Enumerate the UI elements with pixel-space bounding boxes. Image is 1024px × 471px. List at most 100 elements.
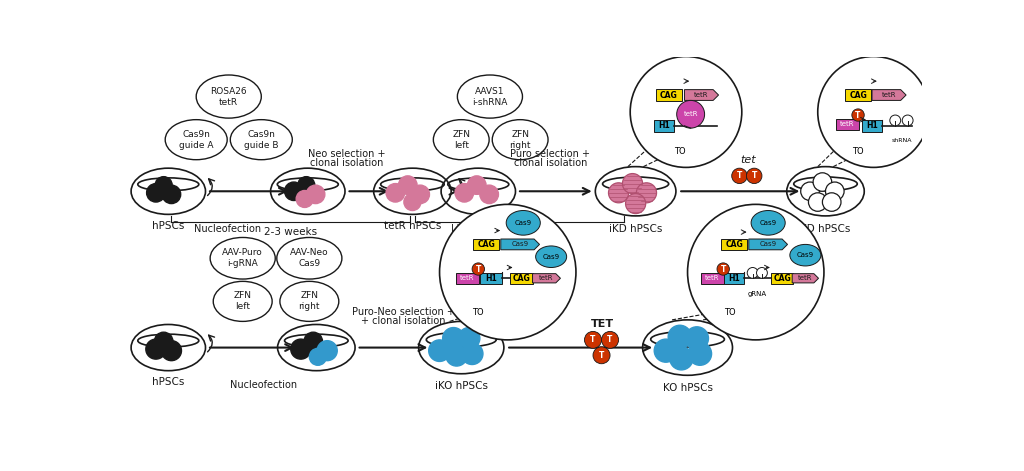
Text: hPSCs: hPSCs bbox=[153, 220, 184, 230]
Circle shape bbox=[467, 176, 486, 195]
Circle shape bbox=[890, 115, 901, 126]
Text: H1: H1 bbox=[866, 122, 878, 130]
FancyBboxPatch shape bbox=[724, 273, 744, 284]
Ellipse shape bbox=[790, 244, 821, 266]
Circle shape bbox=[309, 349, 327, 365]
Circle shape bbox=[593, 347, 610, 364]
Circle shape bbox=[623, 173, 643, 194]
Text: tetR: tetR bbox=[683, 111, 698, 117]
Polygon shape bbox=[872, 89, 906, 100]
Text: hPSCs: hPSCs bbox=[153, 377, 184, 387]
Text: TO: TO bbox=[472, 308, 484, 317]
Circle shape bbox=[296, 190, 313, 207]
Text: H1: H1 bbox=[484, 274, 497, 283]
Circle shape bbox=[822, 193, 841, 211]
Text: ZFN
left: ZFN left bbox=[233, 292, 252, 311]
Text: H1: H1 bbox=[728, 274, 740, 283]
Circle shape bbox=[717, 263, 729, 275]
Text: AAV-Puro
i-gRNA: AAV-Puro i-gRNA bbox=[222, 248, 263, 268]
Text: T: T bbox=[737, 171, 742, 180]
Circle shape bbox=[852, 109, 864, 121]
Text: ROSA26
tetR: ROSA26 tetR bbox=[211, 87, 247, 106]
Circle shape bbox=[386, 184, 404, 202]
Circle shape bbox=[746, 168, 762, 184]
Text: Nucleofection: Nucleofection bbox=[230, 380, 297, 390]
Circle shape bbox=[809, 193, 827, 211]
Circle shape bbox=[801, 182, 819, 201]
Text: shRNA: shRNA bbox=[891, 138, 911, 143]
Text: KD hPSCs: KD hPSCs bbox=[801, 224, 851, 234]
Circle shape bbox=[757, 268, 767, 278]
Circle shape bbox=[403, 194, 421, 211]
Text: 2-3 weeks: 2-3 weeks bbox=[493, 227, 546, 237]
Text: Cas9: Cas9 bbox=[515, 220, 531, 226]
Circle shape bbox=[732, 168, 748, 184]
Circle shape bbox=[688, 342, 712, 365]
Text: tetR hPSCs: tetR hPSCs bbox=[384, 220, 441, 230]
Text: T: T bbox=[721, 265, 726, 274]
Text: T: T bbox=[599, 351, 604, 360]
FancyBboxPatch shape bbox=[700, 273, 724, 284]
Circle shape bbox=[298, 177, 314, 194]
Polygon shape bbox=[532, 274, 560, 283]
Circle shape bbox=[669, 325, 691, 349]
Text: Cas9: Cas9 bbox=[512, 242, 528, 247]
Text: iKD hPSCs: iKD hPSCs bbox=[609, 224, 663, 234]
Circle shape bbox=[411, 185, 429, 203]
FancyBboxPatch shape bbox=[771, 273, 793, 284]
Circle shape bbox=[472, 263, 484, 275]
Text: Cas9: Cas9 bbox=[543, 254, 560, 260]
Circle shape bbox=[685, 327, 709, 350]
Circle shape bbox=[585, 332, 601, 349]
Text: ZFN
right: ZFN right bbox=[299, 292, 321, 311]
Text: ZFN
left: ZFN left bbox=[453, 130, 470, 150]
FancyBboxPatch shape bbox=[510, 273, 534, 284]
Text: TO: TO bbox=[724, 308, 735, 317]
Polygon shape bbox=[793, 274, 818, 283]
Text: clonal isolation: clonal isolation bbox=[310, 158, 383, 168]
Text: T: T bbox=[752, 171, 757, 180]
Text: tet: tet bbox=[740, 155, 756, 165]
Text: tetR: tetR bbox=[540, 275, 554, 281]
Text: Puro selection +: Puro selection + bbox=[510, 149, 591, 159]
Text: 2-3 weeks: 2-3 weeks bbox=[264, 227, 316, 237]
Circle shape bbox=[162, 341, 181, 361]
Text: iKO hPSCs: iKO hPSCs bbox=[435, 382, 487, 391]
Ellipse shape bbox=[536, 246, 566, 268]
Text: Neo selection +: Neo selection + bbox=[308, 149, 385, 159]
FancyBboxPatch shape bbox=[655, 89, 682, 101]
FancyBboxPatch shape bbox=[862, 120, 882, 131]
Circle shape bbox=[155, 177, 172, 194]
Text: H1: H1 bbox=[658, 122, 670, 130]
Text: Puro-Neo selection +: Puro-Neo selection + bbox=[351, 307, 455, 317]
Text: tetR: tetR bbox=[798, 275, 813, 281]
Text: tetR: tetR bbox=[460, 275, 475, 281]
Circle shape bbox=[630, 57, 741, 167]
Text: TET: TET bbox=[591, 319, 613, 330]
Text: Cas9n
guide A: Cas9n guide A bbox=[179, 130, 213, 150]
Text: KO hPSCs: KO hPSCs bbox=[663, 383, 713, 393]
Circle shape bbox=[439, 204, 575, 340]
Polygon shape bbox=[501, 239, 540, 250]
Circle shape bbox=[825, 182, 844, 201]
Text: tetR: tetR bbox=[694, 92, 709, 98]
Text: CAG: CAG bbox=[513, 274, 530, 283]
Circle shape bbox=[455, 184, 474, 202]
Circle shape bbox=[687, 204, 824, 340]
FancyBboxPatch shape bbox=[721, 239, 748, 250]
Text: CAG: CAG bbox=[477, 240, 495, 249]
Text: Nucleofection: Nucleofection bbox=[194, 224, 261, 234]
FancyBboxPatch shape bbox=[845, 89, 871, 101]
Text: T: T bbox=[590, 335, 596, 344]
FancyBboxPatch shape bbox=[473, 239, 500, 250]
Text: CAG: CAG bbox=[849, 90, 867, 99]
Circle shape bbox=[626, 194, 646, 214]
Ellipse shape bbox=[506, 211, 541, 235]
Text: Cas9: Cas9 bbox=[760, 220, 777, 226]
Circle shape bbox=[480, 185, 499, 203]
Circle shape bbox=[291, 339, 311, 359]
Circle shape bbox=[458, 327, 480, 349]
Circle shape bbox=[285, 182, 303, 201]
Text: + clonal isolation: + clonal isolation bbox=[360, 316, 445, 326]
Text: Cas9: Cas9 bbox=[797, 252, 814, 258]
